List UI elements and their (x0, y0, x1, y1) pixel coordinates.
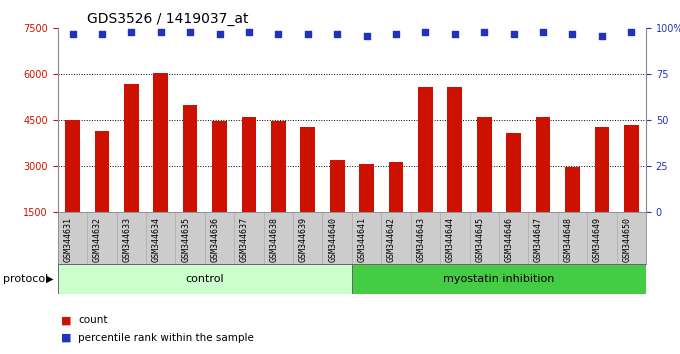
Point (273, 31, 284, 37)
Point (97, 31, 107, 37)
Text: myostatin inhibition: myostatin inhibition (443, 274, 555, 284)
Point (243, 29, 254, 35)
Point (214, 31, 225, 37)
Bar (301, 127, 315, 212)
Text: percentile rank within the sample: percentile rank within the sample (78, 333, 254, 343)
Text: GSM344632: GSM344632 (93, 217, 102, 262)
Bar (241, 117, 256, 212)
Text: GSM344644: GSM344644 (446, 217, 455, 262)
Bar (58, 264, 352, 294)
Point (538, 29, 549, 35)
Point (332, 31, 343, 37)
Point (596, 33, 607, 39)
Text: GSM344636: GSM344636 (211, 217, 220, 262)
Text: GSM344634: GSM344634 (152, 217, 160, 262)
Bar (565, 167, 580, 212)
Bar (330, 160, 345, 212)
Text: GSM344648: GSM344648 (564, 217, 573, 262)
Point (361, 33, 372, 39)
Bar (154, 73, 168, 212)
Point (508, 31, 519, 37)
Point (303, 31, 313, 37)
Text: GSM344645: GSM344645 (475, 217, 484, 262)
Point (449, 31, 460, 37)
Text: control: control (186, 274, 224, 284)
Text: GDS3526 / 1419037_at: GDS3526 / 1419037_at (87, 12, 249, 26)
Point (567, 31, 578, 37)
Text: GSM344646: GSM344646 (505, 217, 513, 262)
Text: GSM344635: GSM344635 (181, 217, 190, 262)
Text: GSM344640: GSM344640 (328, 217, 337, 262)
Bar (507, 133, 521, 212)
Point (126, 29, 137, 35)
Text: GSM344642: GSM344642 (387, 217, 396, 262)
Bar (352, 264, 646, 294)
Text: GSM344641: GSM344641 (358, 217, 367, 262)
Bar (477, 117, 492, 212)
Text: GSM344639: GSM344639 (299, 217, 308, 262)
Bar (359, 164, 374, 212)
Text: ▶: ▶ (46, 274, 54, 284)
Text: GSM344650: GSM344650 (622, 217, 631, 262)
Point (67, 31, 78, 37)
Text: protocol: protocol (3, 274, 49, 284)
Text: GSM344633: GSM344633 (122, 217, 131, 262)
Point (155, 29, 166, 35)
Bar (271, 121, 286, 212)
Bar (418, 87, 432, 212)
Text: GSM344649: GSM344649 (593, 217, 602, 262)
Bar (536, 117, 550, 212)
Text: GSM344647: GSM344647 (534, 217, 543, 262)
Bar (389, 162, 403, 212)
Bar (624, 125, 639, 212)
Text: GSM344637: GSM344637 (240, 217, 249, 262)
Point (626, 29, 636, 35)
Bar (124, 84, 139, 212)
Text: ■: ■ (61, 333, 71, 343)
Bar (95, 131, 109, 212)
Bar (594, 127, 609, 212)
Point (420, 29, 431, 35)
Text: GSM344631: GSM344631 (63, 217, 73, 262)
Bar (447, 87, 462, 212)
Bar (183, 105, 197, 212)
Point (390, 31, 401, 37)
Point (479, 29, 490, 35)
Text: count: count (78, 315, 107, 325)
Bar (65, 120, 80, 212)
Text: GSM344638: GSM344638 (269, 217, 278, 262)
Text: GSM344643: GSM344643 (416, 217, 426, 262)
Bar (212, 121, 227, 212)
Text: ■: ■ (61, 315, 71, 325)
Point (185, 29, 196, 35)
